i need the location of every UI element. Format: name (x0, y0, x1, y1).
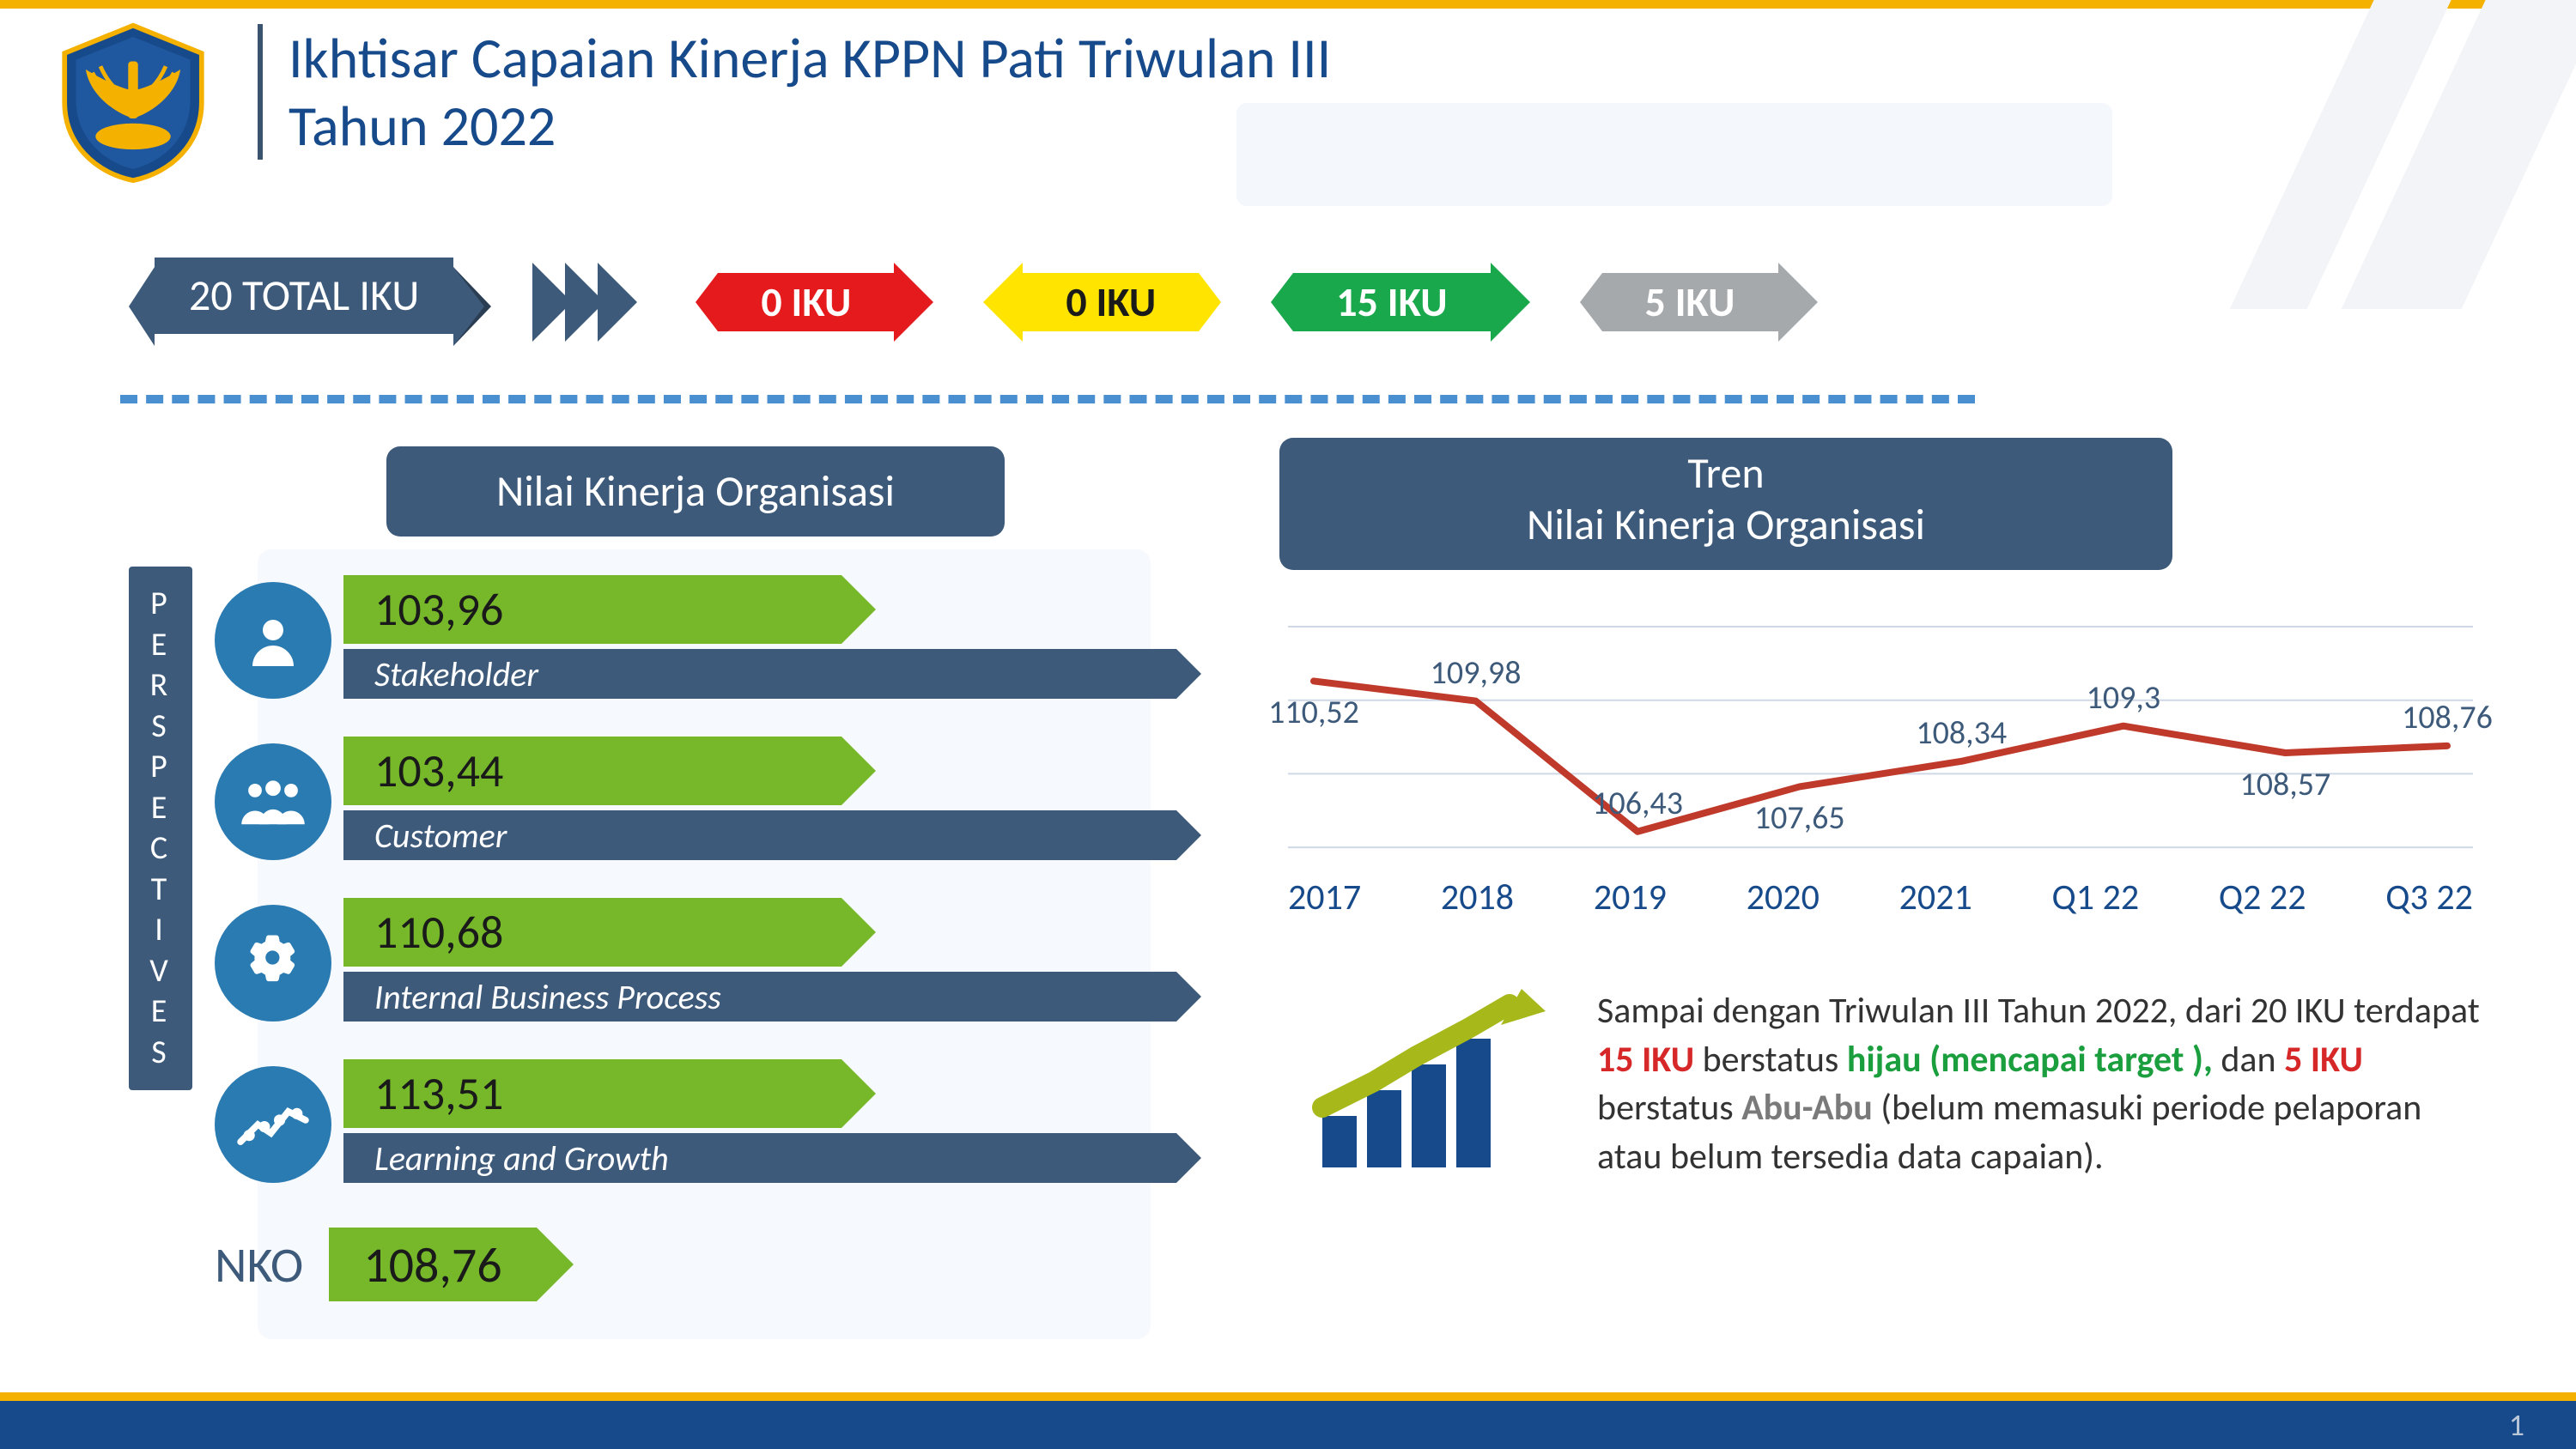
chart-x-label: 2017 (1288, 876, 1361, 919)
divider-dashed (120, 395, 1975, 403)
chart-x-label: 2019 (1594, 876, 1667, 919)
chart-point-label: 108,76 (2402, 698, 2493, 737)
chart-x-label: Q3 22 (2385, 876, 2473, 919)
iku-badge: 0 IKU (983, 263, 1221, 342)
metric-value-bar: 103,44 (343, 737, 841, 805)
chart-point-label: 110,52 (1268, 693, 1359, 732)
title-line-2: Tahun 2022 (289, 91, 556, 161)
perspectives-vertical-label: PERSPECTIVES (129, 567, 192, 1090)
nko-value: 108,76 (363, 1234, 501, 1295)
page-number: 1 (2509, 1406, 2524, 1444)
chart-point-label: 106,43 (1592, 784, 1683, 823)
chart-x-label: 2018 (1441, 876, 1514, 919)
top-accent-bar (0, 0, 2576, 9)
nko-value-bar: 108,76 (329, 1228, 536, 1301)
footer-bar: 1 (0, 1401, 2576, 1449)
metric-label-bar: Stakeholder (343, 649, 1176, 699)
nko-label: NKO (215, 1234, 303, 1295)
iku-summary-row: 20 TOTAL IKU 0 IKU 0 IKU 15 IKU 5 IKU (129, 258, 1818, 346)
chart-x-label: 2021 (1899, 876, 1972, 919)
metric-label-bar: Learning and Growth (343, 1133, 1176, 1183)
chevron-group-icon (532, 263, 630, 342)
iku-badge-label: 0 IKU (718, 273, 894, 331)
metric-label-bar: Internal Business Process (343, 972, 1176, 1022)
chart-point-label: 108,57 (2240, 765, 2331, 804)
iku-badge: 15 IKU (1271, 263, 1529, 342)
metric-value: 110,68 (374, 904, 503, 961)
metric-label: Learning and Growth (374, 1137, 669, 1179)
metric-label: Customer (374, 815, 507, 857)
chart-x-label: Q1 22 (2052, 876, 2140, 919)
chart-point-label: 107,65 (1754, 798, 1845, 838)
section-right-line2: Nilai Kinerja Organisasi (1527, 499, 1925, 551)
metric-value-bar: 103,96 (343, 575, 841, 644)
metric-value: 103,96 (374, 581, 503, 638)
trend-chart: 110,52109,98106,43107,65108,34109,3108,5… (1288, 601, 2473, 910)
chart-x-label: Q2 22 (2219, 876, 2306, 919)
iku-badge-label: 15 IKU (1293, 273, 1490, 331)
section-heading-left: Nilai Kinerja Organisasi (386, 446, 1005, 537)
iku-badge: 5 IKU (1580, 263, 1818, 342)
metric-icon (215, 905, 331, 1022)
chart-point-label: 108,34 (1916, 713, 2007, 753)
metric-label: Internal Business Process (374, 976, 721, 1018)
total-iku-badge: 20 TOTAL IKU (129, 258, 491, 346)
title-background (1236, 103, 2112, 206)
iku-badge-label: 5 IKU (1602, 273, 1778, 331)
trend-chart-x-axis: 2017 2018 2019 2020 2021 Q1 22 Q2 22 Q3 22 (1288, 876, 2473, 919)
chart-point-label: 109,3 (2087, 678, 2161, 718)
footer-accent-bar (0, 1392, 2576, 1401)
summary-block: Sampai dengan Triwulan III Tahun 2022, d… (1305, 987, 2490, 1182)
title-line-1: Ikhtisar Capaian Kinerja KPPN Pati Triwu… (289, 23, 1331, 93)
iku-badge: 0 IKU (696, 263, 933, 342)
section-heading-right: Tren Nilai Kinerja Organisasi (1279, 438, 2172, 570)
nko-row: NKO 108,76 (215, 1228, 537, 1301)
chart-x-label: 2020 (1747, 876, 1820, 919)
metric-value-bar: 110,68 (343, 898, 841, 967)
growth-chart-icon (1305, 987, 1546, 1180)
metric-label-bar: Customer (343, 810, 1176, 860)
section-right-line1: Tren (1687, 447, 1764, 500)
page-title: Ikhtisar Capaian Kinerja KPPN Pati Triwu… (258, 24, 1331, 160)
chart-point-label: 109,98 (1431, 653, 1522, 693)
ministry-logo (52, 21, 215, 184)
metric-icon (215, 1066, 331, 1183)
metric-value-bar: 113,51 (343, 1059, 841, 1128)
metric-icon (215, 582, 331, 699)
iku-badge-label: 0 IKU (1023, 273, 1199, 331)
metric-label: Stakeholder (374, 653, 538, 695)
total-iku-label: 20 TOTAL IKU (155, 258, 453, 334)
metric-icon (215, 743, 331, 860)
metric-value: 113,51 (374, 1065, 503, 1122)
summary-text: Sampai dengan Triwulan III Tahun 2022, d… (1597, 987, 2490, 1182)
metric-value: 103,44 (374, 743, 503, 799)
